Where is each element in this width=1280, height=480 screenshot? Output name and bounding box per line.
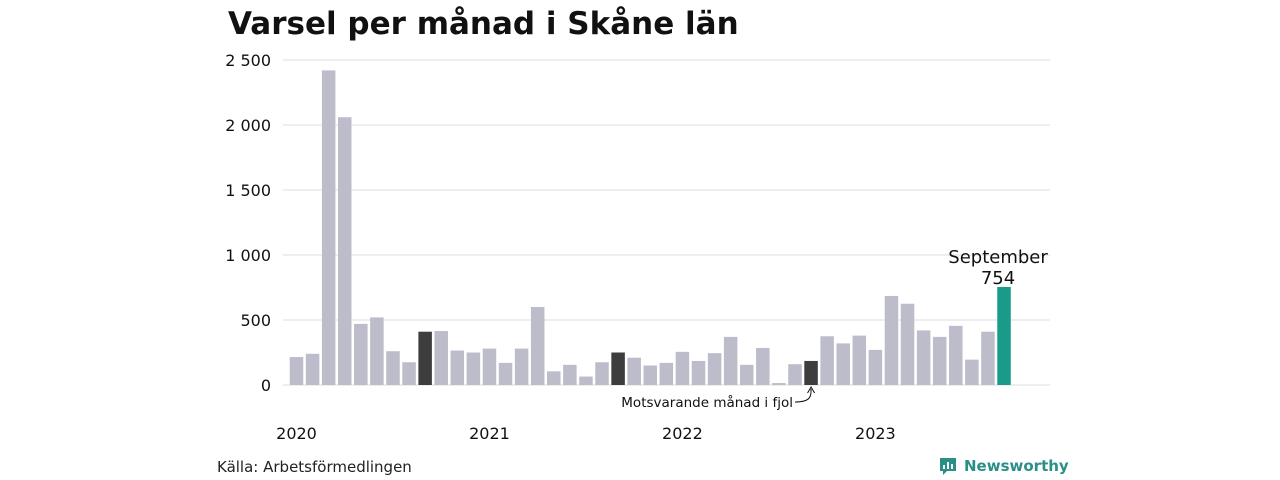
y-tick-label: 2 000 <box>225 116 271 135</box>
bar <box>836 343 850 385</box>
y-axis-tick-labels: 0 500 1 000 1 500 2 000 2 500 <box>225 51 271 395</box>
comparison-bar <box>611 352 625 385</box>
bar <box>450 350 465 385</box>
bar <box>723 336 738 385</box>
y-tick-label: 2 500 <box>225 51 271 70</box>
highlight-value-label: 754 <box>981 268 1015 289</box>
bar <box>707 353 722 385</box>
bar <box>466 352 481 385</box>
bar <box>659 362 674 385</box>
bar <box>981 331 995 385</box>
bar <box>289 357 304 385</box>
y-tick-label: 500 <box>240 311 271 330</box>
bar <box>949 325 963 385</box>
bars <box>289 70 1011 386</box>
bar <box>595 362 609 385</box>
bar <box>563 364 577 385</box>
comparison-bar <box>418 331 432 385</box>
brand-name: Newsworthy <box>964 457 1069 475</box>
x-axis-year-labels: 2020 2021 2022 2023 <box>276 424 896 443</box>
bar <box>321 70 336 386</box>
bar <box>434 331 448 385</box>
y-tick-label: 1 500 <box>225 181 271 200</box>
bar <box>772 383 786 385</box>
y-tick-label: 1 000 <box>225 246 271 265</box>
annotation-arrowhead <box>807 386 815 394</box>
bar <box>932 336 947 385</box>
bar <box>788 364 802 385</box>
bar <box>482 348 497 385</box>
bar <box>305 353 320 385</box>
bar <box>884 295 899 385</box>
bar <box>739 364 754 385</box>
bar <box>868 349 883 385</box>
x-tick-label: 2020 <box>276 424 317 443</box>
x-tick-label: 2021 <box>469 424 510 443</box>
bar <box>337 117 352 385</box>
bar <box>675 351 690 385</box>
highlight-bar <box>997 286 1011 385</box>
bar <box>386 351 400 385</box>
chart-title: Varsel per månad i Skåne län <box>228 6 739 42</box>
bar <box>402 362 416 385</box>
bar <box>820 336 834 385</box>
bar <box>498 362 513 385</box>
bar <box>900 303 915 385</box>
bar <box>514 348 529 385</box>
bar <box>691 360 706 385</box>
x-tick-label: 2023 <box>855 424 896 443</box>
highlight-month-label: September <box>948 247 1048 268</box>
bar <box>627 357 641 385</box>
comparison-bar <box>804 360 818 385</box>
annotation-arrow <box>794 388 812 403</box>
x-tick-label: 2022 <box>662 424 703 443</box>
bar <box>370 317 384 385</box>
bar <box>916 330 931 385</box>
brand-logo: Newsworthy <box>938 456 1069 476</box>
bar <box>547 371 561 385</box>
bar <box>643 365 658 385</box>
bar <box>756 347 770 385</box>
bar <box>354 323 368 385</box>
grid-lines <box>283 59 1050 386</box>
annotation-label: Motsvarande månad i fjol <box>621 394 793 411</box>
source-label: Källa: Arbetsförmedlingen <box>217 458 412 476</box>
bar <box>530 307 545 385</box>
y-tick-label: 0 <box>261 376 271 395</box>
bar-chart-icon <box>940 458 956 475</box>
bar <box>852 335 867 385</box>
bar <box>579 376 593 385</box>
bar <box>965 359 979 385</box>
